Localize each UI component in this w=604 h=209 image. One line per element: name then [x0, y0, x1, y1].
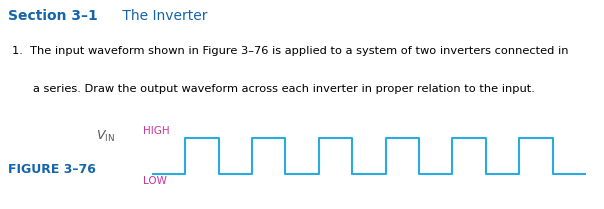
Text: FIGURE 3–76: FIGURE 3–76	[8, 163, 95, 176]
Text: LOW: LOW	[143, 176, 167, 186]
Text: $V_{\mathrm{IN}}$: $V_{\mathrm{IN}}$	[96, 129, 115, 144]
Text: a series. Draw the output waveform across each inverter in proper relation to th: a series. Draw the output waveform acros…	[33, 84, 535, 94]
Text: The Inverter: The Inverter	[118, 9, 207, 23]
Text: Section 3–1: Section 3–1	[8, 9, 98, 23]
Text: 1.  The input waveform shown in Figure 3–76 is applied to a system of two invert: 1. The input waveform shown in Figure 3–…	[12, 46, 568, 56]
Text: HIGH: HIGH	[143, 126, 169, 136]
